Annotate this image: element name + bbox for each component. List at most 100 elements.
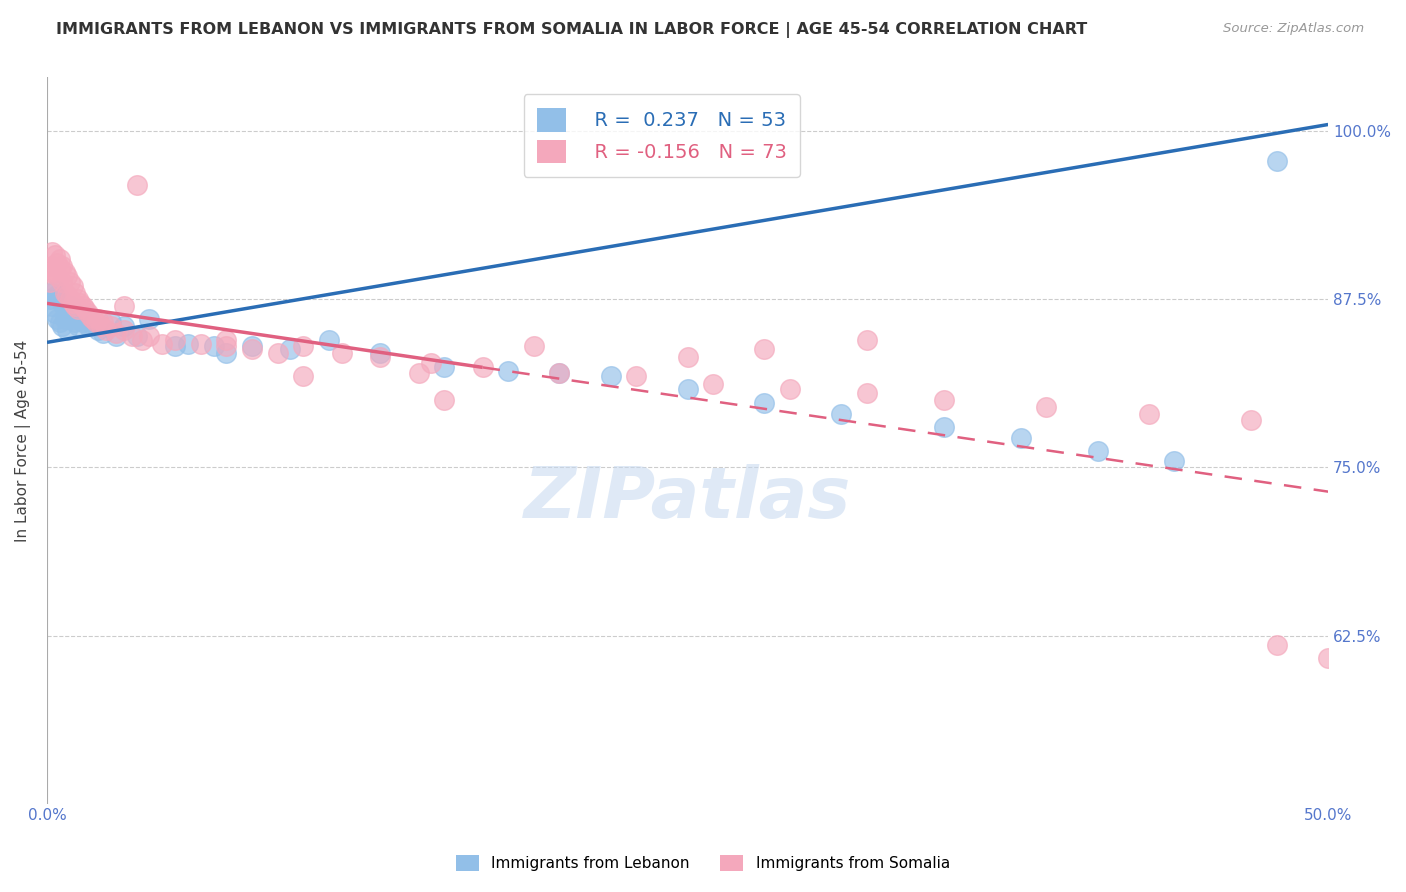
Point bbox=[1087, 444, 1109, 458]
Point bbox=[59, 310, 82, 324]
Point bbox=[46, 288, 69, 302]
Point bbox=[41, 259, 63, 273]
Point bbox=[46, 269, 69, 284]
Point bbox=[1163, 453, 1185, 467]
Point bbox=[66, 319, 89, 334]
Point bbox=[190, 336, 212, 351]
Point bbox=[125, 178, 148, 192]
Point bbox=[408, 366, 430, 380]
Point bbox=[548, 366, 571, 380]
Text: IMMIGRANTS FROM LEBANON VS IMMIGRANTS FROM SOMALIA IN LABOR FORCE | AGE 45-54 CO: IMMIGRANTS FROM LEBANON VS IMMIGRANTS FR… bbox=[56, 22, 1087, 38]
Point bbox=[49, 261, 72, 276]
Point bbox=[471, 359, 494, 374]
Point bbox=[433, 359, 456, 374]
Point bbox=[46, 312, 69, 326]
Point bbox=[368, 350, 391, 364]
Point bbox=[100, 319, 122, 334]
Point bbox=[44, 306, 66, 320]
Point bbox=[63, 299, 86, 313]
Point bbox=[66, 301, 89, 316]
Point bbox=[779, 383, 801, 397]
Point bbox=[523, 339, 546, 353]
Point bbox=[90, 319, 112, 334]
Point bbox=[93, 326, 115, 340]
Point bbox=[53, 301, 76, 316]
Point bbox=[266, 346, 288, 360]
Point bbox=[202, 339, 225, 353]
Point bbox=[56, 269, 79, 284]
Point bbox=[59, 275, 82, 289]
Y-axis label: In Labor Force | Age 45-54: In Labor Force | Age 45-54 bbox=[15, 339, 31, 541]
Point bbox=[240, 342, 263, 356]
Point bbox=[330, 346, 353, 360]
Point bbox=[138, 312, 160, 326]
Point bbox=[368, 346, 391, 360]
Point bbox=[318, 333, 340, 347]
Point bbox=[94, 323, 117, 337]
Point bbox=[87, 323, 110, 337]
Point bbox=[79, 315, 101, 329]
Point bbox=[856, 333, 879, 347]
Point bbox=[215, 339, 238, 353]
Point bbox=[150, 336, 173, 351]
Point bbox=[433, 393, 456, 408]
Point bbox=[56, 288, 79, 302]
Text: Source: ZipAtlas.com: Source: ZipAtlas.com bbox=[1223, 22, 1364, 36]
Point bbox=[51, 275, 73, 289]
Point bbox=[63, 315, 86, 329]
Point bbox=[676, 383, 699, 397]
Point bbox=[177, 336, 200, 351]
Point bbox=[77, 319, 100, 334]
Point bbox=[38, 275, 60, 289]
Legend: Immigrants from Lebanon, Immigrants from Somalia: Immigrants from Lebanon, Immigrants from… bbox=[450, 849, 956, 877]
Point bbox=[165, 333, 187, 347]
Point bbox=[66, 293, 89, 307]
Point bbox=[105, 326, 128, 340]
Point bbox=[754, 396, 776, 410]
Point bbox=[62, 296, 84, 310]
Point bbox=[280, 342, 302, 356]
Point bbox=[59, 293, 82, 307]
Point bbox=[1240, 413, 1263, 427]
Point bbox=[82, 312, 104, 326]
Point bbox=[112, 319, 135, 334]
Point bbox=[75, 301, 97, 316]
Point bbox=[112, 323, 135, 337]
Point bbox=[292, 369, 315, 384]
Point bbox=[1035, 400, 1057, 414]
Point bbox=[131, 333, 153, 347]
Point bbox=[548, 366, 571, 380]
Point bbox=[38, 293, 60, 307]
Point bbox=[1265, 638, 1288, 652]
Point bbox=[754, 342, 776, 356]
Point bbox=[51, 296, 73, 310]
Point bbox=[165, 339, 187, 353]
Point bbox=[420, 355, 443, 369]
Point bbox=[121, 328, 143, 343]
Point bbox=[62, 278, 84, 293]
Point bbox=[38, 265, 60, 279]
Point bbox=[51, 319, 73, 334]
Point bbox=[599, 369, 621, 384]
Point bbox=[72, 299, 94, 313]
Point bbox=[44, 265, 66, 279]
Point bbox=[100, 315, 122, 329]
Point bbox=[72, 315, 94, 329]
Text: ZIPatlas: ZIPatlas bbox=[524, 464, 851, 533]
Point bbox=[41, 245, 63, 260]
Point bbox=[1317, 651, 1340, 665]
Point bbox=[82, 319, 104, 334]
Point bbox=[215, 333, 238, 347]
Point bbox=[56, 306, 79, 320]
Point bbox=[53, 265, 76, 279]
Point bbox=[49, 315, 72, 329]
Point bbox=[44, 248, 66, 262]
Point bbox=[44, 283, 66, 297]
Point bbox=[84, 315, 107, 329]
Point bbox=[46, 256, 69, 270]
Point bbox=[1010, 431, 1032, 445]
Point bbox=[626, 369, 648, 384]
Point bbox=[62, 312, 84, 326]
Point bbox=[79, 310, 101, 324]
Point bbox=[702, 377, 724, 392]
